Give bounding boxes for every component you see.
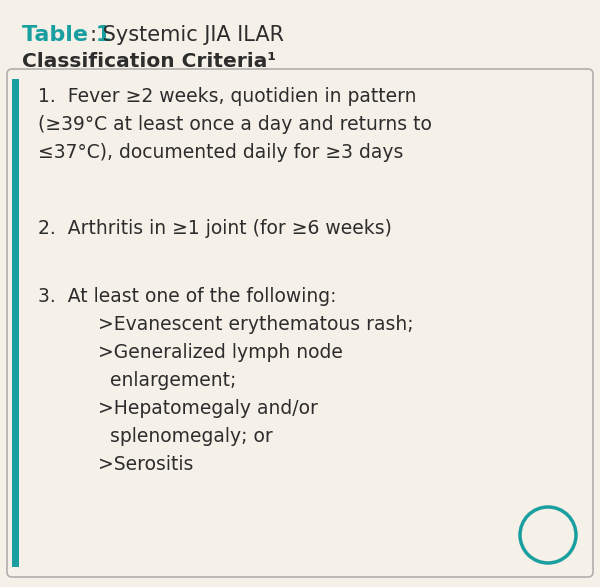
FancyBboxPatch shape <box>7 69 593 577</box>
Text: :: : <box>90 25 97 45</box>
Text: 2.  Arthritis in ≥1 joint (for ≥6 weeks): 2. Arthritis in ≥1 joint (for ≥6 weeks) <box>38 219 392 238</box>
Text: Systemic JIA ILAR: Systemic JIA ILAR <box>96 25 284 45</box>
Text: Classification Criteria¹: Classification Criteria¹ <box>22 52 276 71</box>
Bar <box>12 79 19 567</box>
Text: Table 1: Table 1 <box>22 25 111 45</box>
Text: 3.  At least one of the following:
          >Evanescent erythematous rash;
    : 3. At least one of the following: >Evane… <box>38 287 413 474</box>
Text: 1.  Fever ≥2 weeks, quotidien in pattern
(≥39°C at least once a day and returns : 1. Fever ≥2 weeks, quotidien in pattern … <box>38 87 432 162</box>
